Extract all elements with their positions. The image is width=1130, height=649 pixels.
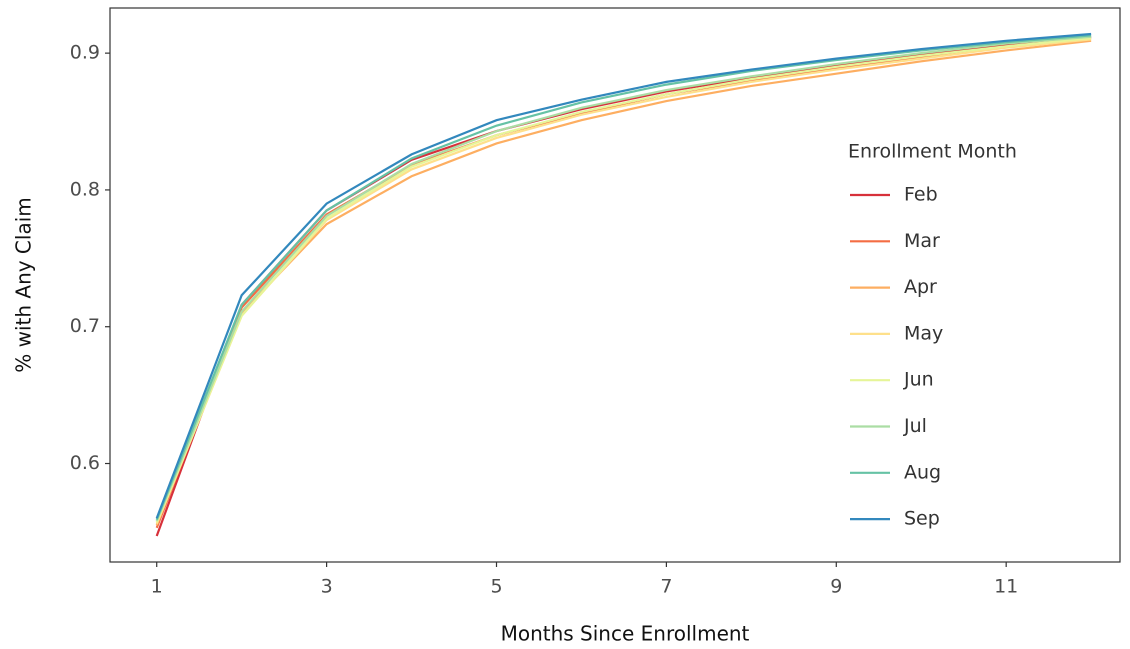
legend-label: Sep (904, 508, 940, 530)
series-line (155, 36, 1092, 523)
series-line (155, 39, 1092, 526)
legend-label: Aug (904, 461, 941, 483)
y-tick-label: 0.7 (70, 315, 100, 337)
legend-label: Feb (904, 184, 938, 206)
legend-label: Mar (904, 230, 940, 252)
y-tick-label: 0.9 (70, 42, 100, 64)
series-line (155, 35, 1092, 522)
x-tick-label: 9 (830, 576, 842, 598)
x-tick-label: 1 (151, 576, 163, 598)
legend-title: Enrollment Month (848, 141, 1017, 163)
x-tick-label: 11 (994, 576, 1018, 598)
x-tick-label: 3 (321, 576, 333, 598)
legend-label: Apr (904, 276, 937, 298)
series-line (155, 34, 1092, 520)
series-line (155, 38, 1092, 525)
x-tick-label: 5 (490, 576, 502, 598)
series-line (155, 32, 1092, 519)
x-axis-title: Months Since Enrollment (501, 622, 750, 646)
legend-label: Jun (903, 369, 934, 391)
legend-label: Jul (903, 415, 927, 437)
x-tick-label: 7 (660, 576, 672, 598)
y-tick-label: 0.6 (70, 452, 100, 474)
y-axis-title: % with Any Claim (12, 197, 36, 373)
y-tick-label: 0.8 (70, 178, 100, 200)
plot-frame (109, 7, 1121, 563)
legend-label: May (904, 322, 943, 344)
